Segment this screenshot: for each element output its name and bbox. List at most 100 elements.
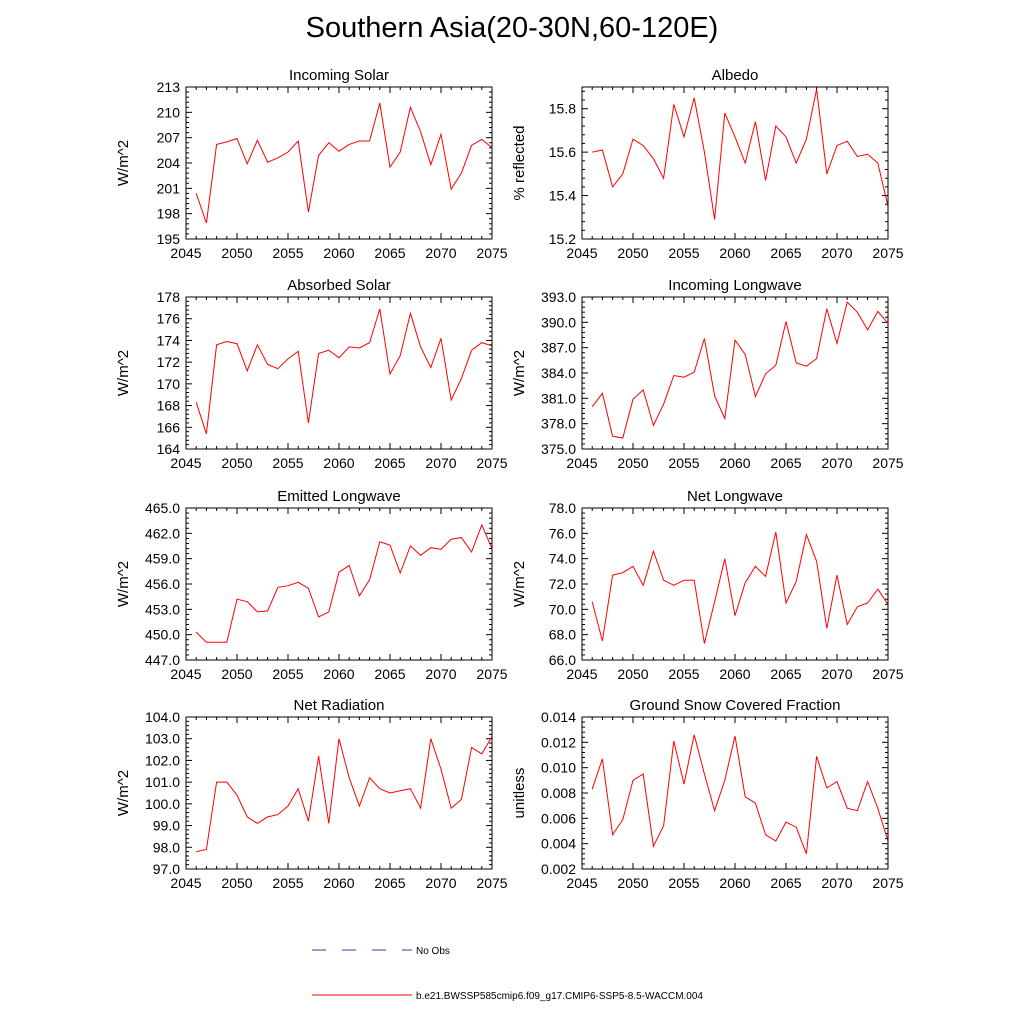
panel-ground-snow-covered-fraction: Ground Snow Covered Fraction unitless 2045… (511, 697, 904, 891)
x-tick-label: 2070 (425, 455, 456, 471)
y-tick-label: 381.0 (541, 390, 576, 406)
y-tick-label: 0.014 (541, 709, 576, 725)
plot-frame (185, 507, 493, 661)
x-tick-label: 2060 (719, 875, 750, 891)
x-tick-label: 2045 (170, 875, 201, 891)
x-tick-label: 2055 (668, 245, 699, 261)
y-tick-label: 390.0 (541, 314, 576, 330)
plot-frame (185, 86, 493, 240)
x-tick-label: 2070 (425, 666, 456, 682)
panel-title: Ground Snow Covered Fraction (630, 697, 841, 714)
panel-title: Net Longwave (687, 488, 783, 505)
y-tick-label: 168 (157, 398, 181, 414)
x-tick-label: 2075 (476, 875, 507, 891)
x-tick-label: 2070 (425, 245, 456, 261)
x-tick-label: 2050 (617, 666, 648, 682)
series-line (195, 308, 493, 434)
y-tick-label: 78.0 (549, 500, 576, 516)
y-tick-label: 104.0 (145, 709, 180, 725)
x-tick-label: 2050 (617, 455, 648, 471)
y-tick-label: 66.0 (549, 652, 576, 668)
y-tick-label: 166 (157, 419, 181, 435)
y-tick-label: 15.6 (549, 144, 576, 160)
x-tick-label: 2045 (170, 666, 201, 682)
y-tick-label: 201 (157, 180, 181, 196)
x-tick-label: 2075 (476, 666, 507, 682)
y-tick-label: 15.8 (549, 101, 576, 117)
x-tick-label: 2065 (374, 455, 405, 471)
x-tick-label: 2055 (272, 666, 303, 682)
y-tick-label: 100.0 (145, 796, 180, 812)
x-tick-label: 2075 (476, 455, 507, 471)
plot-frame (185, 716, 493, 870)
plot-frame (581, 716, 889, 870)
plot-frame (185, 296, 493, 450)
panel-title: Emitted Longwave (277, 488, 400, 505)
y-tick-label: 450.0 (145, 627, 180, 643)
series-line (591, 531, 889, 644)
panel-title: Albedo (712, 67, 759, 84)
panel-incoming-solar: Incoming Solar W/m^2 2045 2050 2055 2060 2065 2… (115, 67, 508, 261)
x-tick-label: 2065 (770, 245, 801, 261)
legend-label-model-run: b.e21.BWSSP585cmip6.f09_g17.CMIP6-SSP5-8… (416, 991, 703, 1002)
x-tick-label: 2060 (323, 666, 354, 682)
series-line (591, 734, 889, 854)
y-tick-label: 99.0 (153, 818, 180, 834)
x-tick-label: 2050 (221, 245, 252, 261)
series-line (195, 523, 493, 643)
y-tick-label: 72.0 (549, 576, 576, 592)
series-line (195, 102, 493, 224)
series-line (591, 301, 889, 439)
y-tick-label: 462.0 (145, 525, 180, 541)
y-tick-label: 170 (157, 376, 181, 392)
panel-net-radiation: Net Radiation W/m^2 2045 2050 2055 2060 2065 20… (115, 697, 508, 891)
y-tick-label: 447.0 (145, 652, 180, 668)
x-tick-label: 2075 (872, 875, 903, 891)
x-tick-label: 2050 (221, 875, 252, 891)
y-axis-label: W/m^2 (511, 350, 528, 396)
y-tick-label: 178 (157, 289, 181, 305)
y-tick-label: 102.0 (145, 752, 180, 768)
y-axis-label: W/m^2 (115, 140, 132, 186)
y-tick-label: 198 (157, 206, 181, 222)
x-tick-label: 2045 (566, 245, 597, 261)
y-tick-label: 375.0 (541, 441, 576, 457)
x-tick-label: 2055 (668, 666, 699, 682)
y-tick-label: 0.010 (541, 760, 576, 776)
figure-title: Southern Asia(20-30N,60-120E) (305, 12, 719, 44)
x-tick-label: 2065 (770, 455, 801, 471)
y-tick-label: 378.0 (541, 416, 576, 432)
y-tick-label: 103.0 (145, 731, 180, 747)
x-tick-label: 2050 (617, 875, 648, 891)
y-tick-label: 15.2 (549, 231, 576, 247)
x-tick-label: 2065 (374, 875, 405, 891)
x-tick-label: 2055 (272, 245, 303, 261)
y-axis-label: unitless (511, 768, 528, 819)
legend: No Obs b.e21.BWSSP585cmip6.f09_g17.CMIP6-… (312, 946, 703, 1002)
x-tick-label: 2045 (566, 455, 597, 471)
y-axis-label: W/m^2 (115, 350, 132, 396)
y-tick-label: 456.0 (145, 576, 180, 592)
panel-title: Net Radiation (294, 697, 385, 714)
x-tick-label: 2065 (770, 666, 801, 682)
y-tick-label: 210 (157, 104, 181, 120)
y-tick-label: 465.0 (145, 500, 180, 516)
panel-title: Incoming Longwave (668, 277, 801, 294)
panel-absorbed-solar: Absorbed Solar W/m^2 2045 2050 2055 2060 2065 2… (115, 277, 508, 471)
legend-label-no-obs: No Obs (416, 946, 450, 957)
y-tick-label: 0.008 (541, 785, 576, 801)
panel-title: Absorbed Solar (287, 277, 390, 294)
y-tick-label: 459.0 (145, 551, 180, 567)
y-tick-label: 98.0 (153, 839, 180, 855)
panel-incoming-longwave: Incoming Longwave W/m^2 2045 2050 2055 2060 20… (511, 277, 904, 471)
series-line (196, 736, 493, 853)
y-tick-label: 68.0 (549, 627, 576, 643)
series-line (592, 89, 889, 220)
panel-title: Incoming Solar (289, 67, 389, 84)
x-tick-label: 2070 (821, 455, 852, 471)
x-tick-label: 2045 (170, 455, 201, 471)
x-tick-label: 2055 (272, 875, 303, 891)
y-tick-label: 387.0 (541, 340, 576, 356)
